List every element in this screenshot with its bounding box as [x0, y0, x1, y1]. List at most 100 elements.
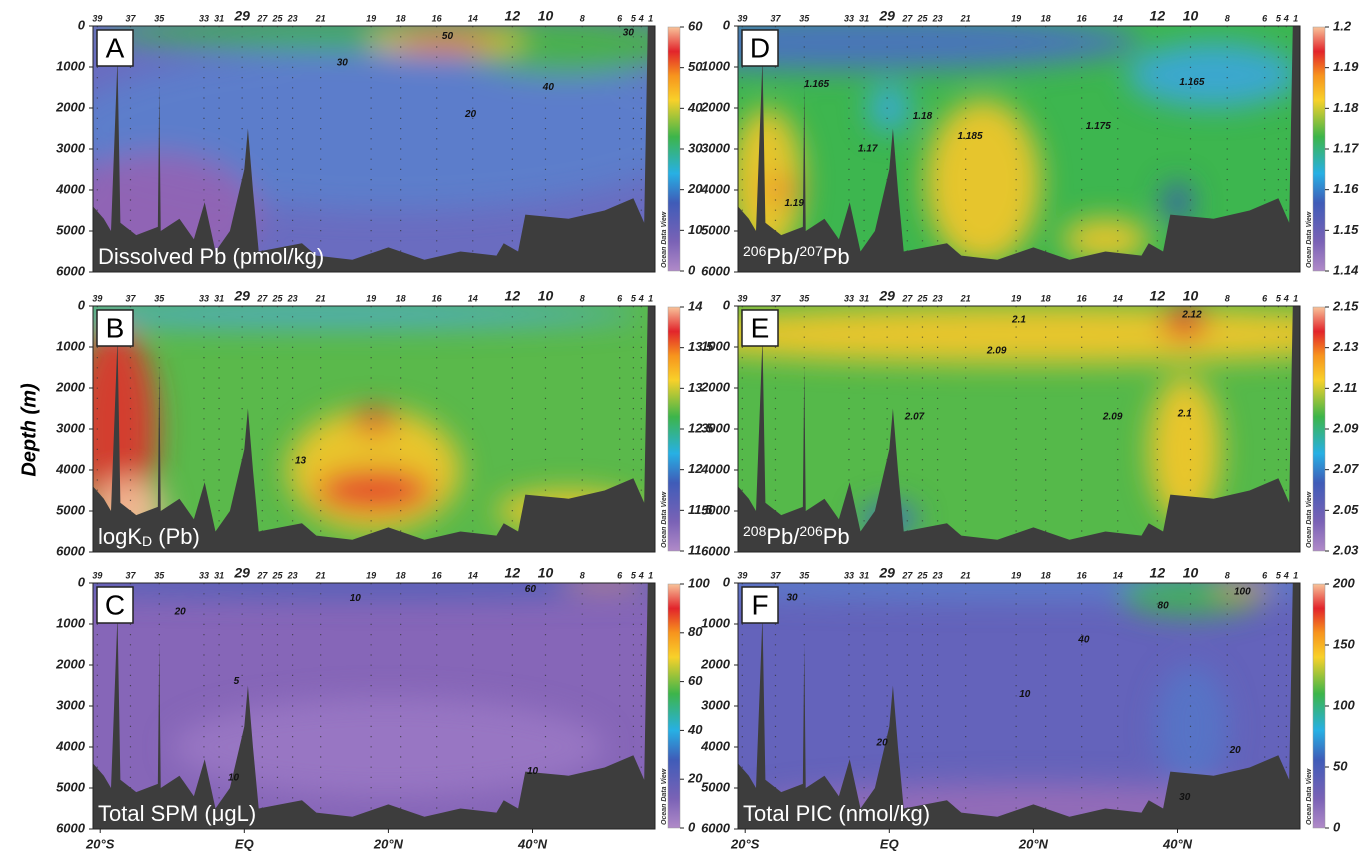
- station-label: 21: [960, 293, 971, 303]
- contour-label: 2.07: [904, 411, 925, 422]
- station-label: 19: [366, 570, 376, 580]
- station-label: 14: [1113, 13, 1123, 23]
- colorbar-tick-label: 100: [1333, 697, 1355, 712]
- y-tick-label: 6000: [701, 820, 731, 835]
- contour-label: 10: [228, 772, 240, 783]
- colorbar-tick-label: 1.15: [1333, 222, 1359, 237]
- station-label: 19: [366, 293, 376, 303]
- station-label: 31: [214, 570, 224, 580]
- colorbar-tick-label: 11.5: [688, 502, 713, 517]
- y-tick-label: 4000: [55, 181, 86, 196]
- bathymetry: [738, 583, 1300, 829]
- watermark: Ocean Data View: [1306, 768, 1313, 825]
- station-label: 21: [315, 570, 326, 580]
- station-label: 18: [1041, 293, 1051, 303]
- field-feature: [867, 83, 911, 133]
- title-part: Total SPM (μgL): [98, 801, 256, 826]
- title-part: D: [142, 533, 152, 549]
- field-feature: [93, 46, 655, 211]
- colorbar-tick-label: 10: [688, 222, 703, 237]
- colorbar-tick-label: 1.17: [1333, 140, 1359, 155]
- station-label: 10: [1183, 8, 1199, 24]
- station-label: 31: [859, 13, 869, 23]
- station-label: 27: [256, 13, 268, 23]
- panel-letter: C: [105, 589, 125, 620]
- station-label: 23: [287, 293, 298, 303]
- colorbar: [1312, 26, 1326, 272]
- station-label: 5: [631, 570, 637, 580]
- station-label: 21: [960, 13, 971, 23]
- colorbar-tick-label: 1.2: [1333, 18, 1352, 33]
- station-label: 8: [1225, 293, 1230, 303]
- y-tick-label: 1000: [56, 338, 86, 353]
- station-label: 39: [737, 570, 747, 580]
- station-label: 4: [638, 570, 644, 580]
- station-label: 27: [256, 570, 268, 580]
- contour-label: 10: [350, 593, 362, 604]
- station-label: 12: [505, 8, 521, 24]
- title-part: Pb/: [766, 524, 800, 549]
- panel-letter: F: [751, 589, 768, 620]
- station-label: 33: [199, 13, 209, 23]
- field-feature: [1155, 665, 1228, 788]
- x-tick-label: 20°N: [1018, 836, 1049, 851]
- field-feature: [738, 306, 1300, 364]
- field-feature: [395, 35, 497, 50]
- station-label: 27: [901, 570, 913, 580]
- field-feature: [1062, 218, 1149, 260]
- station-label: 37: [770, 13, 781, 23]
- title-part: 208: [743, 523, 767, 539]
- station-label: 14: [468, 570, 478, 580]
- field-feature: [561, 583, 648, 588]
- station-label: 21: [315, 13, 326, 23]
- title-part: Dissolved Pb (pmol/kg): [98, 244, 324, 269]
- station-label: 23: [287, 570, 298, 580]
- y-tick-label: 0: [78, 297, 86, 312]
- title-part: (Pb): [152, 524, 200, 549]
- station-label: 10: [1183, 565, 1199, 581]
- station-label: 14: [1113, 570, 1123, 580]
- station-label: 23: [287, 13, 298, 23]
- y-tick-label: 1000: [701, 615, 731, 630]
- y-tick-label: 5000: [701, 779, 731, 794]
- y-tick-label: 2000: [700, 656, 731, 671]
- panel: 2.1 2.09 2.07 2.12 2.1 2.09: [738, 306, 1300, 552]
- colorbar-tick-label: 60: [688, 18, 703, 33]
- station-label: 33: [199, 293, 209, 303]
- panel-title: 208Pb/206Pb: [743, 523, 850, 549]
- field-feature: [352, 408, 396, 434]
- station-label: 29: [878, 288, 895, 304]
- station-label: 1: [1293, 293, 1298, 303]
- y-tick-label: 4000: [55, 461, 86, 476]
- contour-label: 20: [464, 109, 477, 120]
- x-tick-label: 40°N: [517, 836, 548, 851]
- y-tick-label: 5000: [701, 502, 731, 517]
- field-feature: [1213, 583, 1272, 596]
- station-label: 4: [1283, 13, 1289, 23]
- panel-letter-box: [96, 586, 134, 624]
- station-label: 25: [916, 570, 928, 580]
- panel-letter: D: [750, 32, 770, 63]
- colorbar-tick-label: 20: [687, 771, 703, 786]
- panel-letter-box: [96, 29, 134, 67]
- panel-letter-box: [741, 309, 779, 347]
- y-tick-label: 6000: [701, 263, 731, 278]
- colorbar-tick-label: 0: [1333, 819, 1341, 834]
- y-tick-label: 0: [723, 297, 731, 312]
- contour-label: 10: [1019, 689, 1031, 700]
- field-feature: [316, 470, 432, 511]
- y-tick-label: 1000: [56, 615, 86, 630]
- station-label: 19: [1011, 570, 1021, 580]
- station-label: 1: [648, 13, 653, 23]
- y-tick-label: 5000: [56, 779, 86, 794]
- colorbar-tick-label: 13: [688, 380, 703, 395]
- y-tick-label: 5000: [701, 222, 731, 237]
- x-tick-label: 20°S: [85, 836, 115, 851]
- field-feature: [93, 583, 655, 598]
- y-tick-label: 0: [723, 574, 731, 589]
- colorbar-tick-label: 2.09: [1332, 420, 1359, 435]
- contour-label: 60: [525, 584, 537, 595]
- panel: 30 40 80 100 10 20 30 20: [738, 583, 1300, 829]
- station-label: 23: [932, 570, 943, 580]
